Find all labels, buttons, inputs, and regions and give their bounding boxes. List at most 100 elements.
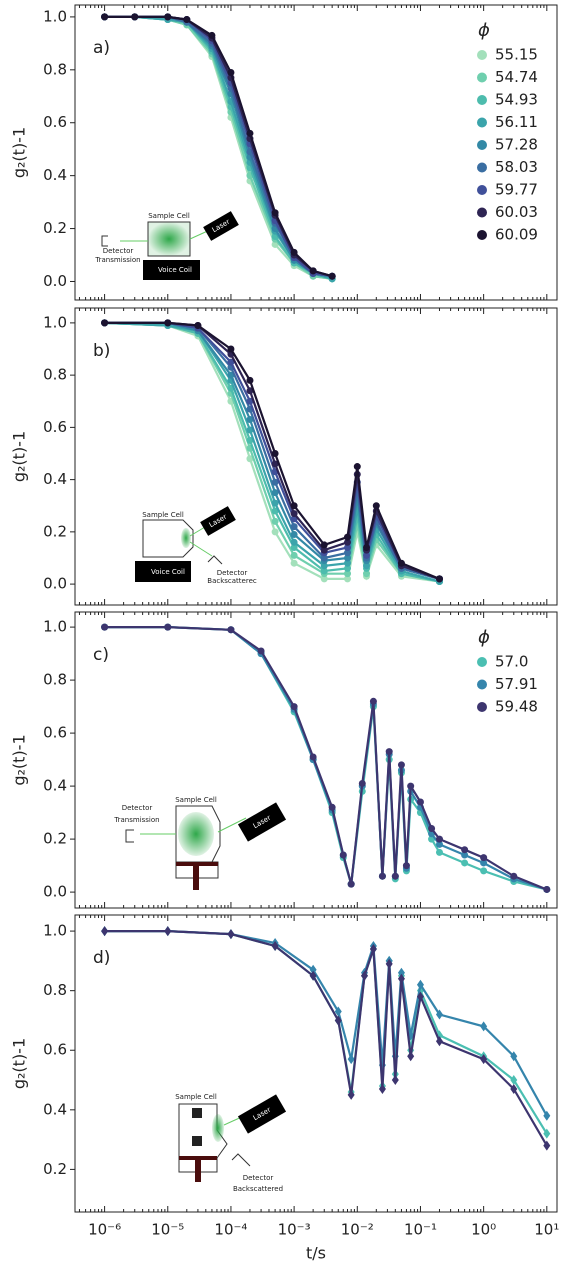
data-point (510, 872, 518, 880)
data-point (164, 13, 172, 21)
data-point (461, 859, 469, 867)
data-point (543, 885, 551, 893)
data-point (183, 16, 191, 24)
series-line (104, 321, 440, 580)
data-point (320, 541, 328, 549)
y-tick-label: 0.2 (43, 830, 67, 848)
data-point (353, 463, 361, 471)
legend-marker (477, 72, 487, 83)
y-tick-label: 0.2 (43, 1160, 67, 1178)
data-point (344, 549, 352, 557)
data-point (208, 31, 216, 39)
legend-label: 54.74 (495, 68, 538, 86)
data-point (290, 530, 298, 538)
x-tick-label: 10¹ (534, 1221, 559, 1239)
y-axis-label: g₂(t)-1 (10, 734, 29, 785)
data-point (290, 538, 298, 546)
y-tick-label: 0.0 (43, 883, 67, 901)
data-point (164, 926, 172, 937)
data-point (391, 1075, 399, 1086)
data-point (543, 1128, 551, 1139)
data-point (271, 209, 279, 217)
data-point (334, 1006, 342, 1017)
data-point (344, 575, 352, 583)
inset-label: Detector (217, 569, 248, 577)
data-point (101, 13, 109, 21)
data-point (320, 567, 328, 575)
data-point (257, 647, 265, 655)
data-point (363, 562, 371, 570)
panel-label: b) (93, 341, 110, 361)
y-tick-label: 0.6 (43, 1041, 67, 1059)
data-point (101, 319, 109, 327)
y-tick-label: 0.4 (43, 470, 67, 488)
inset-shape (147, 221, 191, 257)
x-tick-label: 10⁻³ (278, 1221, 311, 1239)
data-point (328, 272, 336, 280)
inset-label: Voice Coil (151, 568, 185, 576)
data-point (290, 502, 298, 510)
y-tick-label: 0.4 (43, 1100, 67, 1118)
inset-shape (143, 260, 200, 280)
plot-area (101, 926, 551, 1151)
x-tick-label: 10⁻⁴ (214, 1221, 247, 1239)
data-point (347, 1089, 355, 1100)
legend-label: 60.03 (495, 203, 538, 221)
data-point (320, 575, 328, 583)
inset-shape (176, 862, 218, 866)
data-point (320, 562, 328, 570)
y-tick-label: 0.6 (43, 113, 67, 131)
data-point (227, 929, 235, 940)
data-point (344, 544, 352, 552)
data-point (510, 1051, 518, 1062)
data-point (397, 973, 405, 984)
legend-marker (477, 657, 487, 667)
x-tick-label: 10⁻¹ (404, 1221, 437, 1239)
data-point (334, 1015, 342, 1026)
inset-label: Voice Coil (158, 266, 192, 274)
data-point (290, 544, 298, 552)
data-point (227, 345, 235, 353)
data-point (328, 803, 336, 811)
data-point (246, 416, 254, 424)
data-point (246, 387, 254, 395)
data-point (309, 970, 317, 981)
data-point (246, 376, 254, 384)
inset-shape (125, 829, 134, 843)
data-point (290, 510, 298, 518)
data-point (402, 862, 410, 870)
y-tick-label: 0.6 (43, 724, 67, 742)
series-line (104, 321, 440, 583)
inset-label: Transmission (94, 256, 140, 264)
data-point (435, 848, 443, 856)
data-point (164, 623, 172, 631)
plot-area (101, 13, 336, 283)
inset-shape (217, 817, 247, 833)
data-point (397, 559, 405, 567)
data-point (227, 68, 235, 76)
data-point (543, 1110, 551, 1121)
legend-label: 59.77 (495, 181, 538, 199)
inset-label: Detector (243, 1174, 274, 1182)
data-point (290, 551, 298, 559)
y-tick-label: 0.8 (43, 366, 67, 384)
y-tick-label: 1.0 (43, 313, 67, 331)
inset-shape (203, 211, 239, 241)
series-line (104, 321, 440, 580)
inset-shape (207, 555, 223, 565)
data-point (344, 559, 352, 567)
data-point (435, 1009, 443, 1020)
x-tick-label: 10⁻² (341, 1221, 374, 1239)
legend-label: 54.93 (495, 91, 538, 109)
inset-shape (101, 235, 108, 247)
inset-shape (192, 1136, 202, 1146)
inset-shape (237, 1094, 287, 1134)
data-point (101, 623, 109, 631)
data-point (407, 782, 415, 790)
data-point (227, 358, 235, 366)
data-point (246, 397, 254, 405)
x-tick-label: 10⁰ (471, 1221, 496, 1239)
data-point (397, 761, 405, 769)
data-point (339, 851, 347, 859)
